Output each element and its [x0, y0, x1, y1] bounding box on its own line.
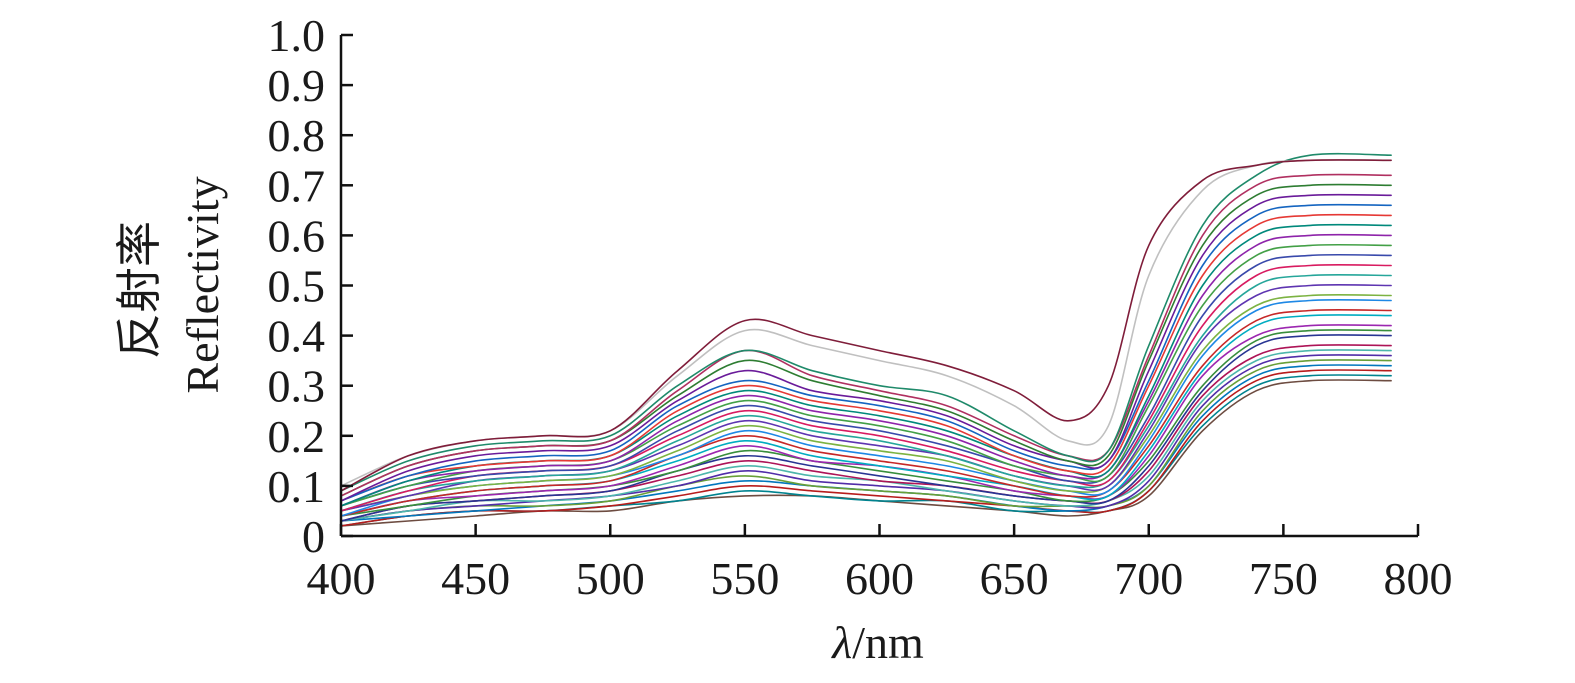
spectral-curve	[340, 243, 1392, 507]
spectral-curve	[340, 159, 1392, 487]
spectral-curve	[340, 173, 1392, 497]
y-tick-label: 0.4	[268, 311, 326, 362]
spectral-curve	[340, 213, 1392, 502]
spectral-curve	[340, 293, 1392, 512]
x-axis-ticks: 400 450 500 550 600 650 700 750 800	[307, 524, 1453, 604]
y-tick-label: 0.6	[268, 210, 326, 261]
x-tick-label: 800	[1384, 553, 1453, 604]
x-tick-label: 600	[845, 553, 914, 604]
y-tick-label: 0.2	[268, 411, 326, 462]
y-tick-label: 1.0	[268, 10, 326, 61]
y-tick-label: 0	[302, 511, 325, 562]
spectral-curve	[340, 273, 1392, 512]
y-tick-label: 0.1	[268, 461, 326, 512]
x-axis-title-unit: /nm	[852, 617, 924, 668]
y-tick-label: 0.7	[268, 160, 326, 211]
y-tick-label: 0.9	[268, 60, 326, 111]
spectral-curve	[340, 369, 1392, 527]
y-tick-label: 0.3	[268, 361, 326, 412]
x-axis-title: λ/nm	[830, 617, 924, 668]
spectral-curve	[340, 334, 1392, 522]
x-tick-label: 550	[710, 553, 779, 604]
spectral-curve	[340, 203, 1392, 502]
x-tick-label: 700	[1114, 553, 1183, 604]
spectral-curve	[340, 193, 1392, 502]
y-tick-label: 0.8	[268, 110, 326, 161]
y-axis-title-cn: 反射率	[114, 221, 165, 359]
y-axis-ticks: 00.10.20.30.40.50.60.70.80.91.0	[268, 10, 353, 562]
x-tick-label: 400	[307, 553, 376, 604]
spectral-curve	[340, 233, 1392, 507]
spectral-curve	[340, 374, 1392, 527]
spectral-curve	[340, 152, 1392, 492]
spectral-curve	[340, 159, 1392, 492]
x-tick-label: 650	[980, 553, 1049, 604]
y-tick-label: 0.5	[268, 261, 326, 312]
spectral-curve	[340, 359, 1392, 522]
spectral-curve	[340, 308, 1392, 517]
x-tick-label: 500	[576, 553, 645, 604]
y-axis-title-en: Reflectivity	[177, 176, 228, 393]
x-tick-label: 450	[441, 553, 510, 604]
spectral-curve	[340, 314, 1392, 517]
spectral-curve	[340, 349, 1392, 522]
x-tick-label: 750	[1249, 553, 1318, 604]
spectral-curves	[340, 152, 1392, 527]
spectral-curve	[340, 324, 1392, 517]
spectral-curve	[340, 253, 1392, 507]
x-axis-title-symbol: λ	[830, 617, 852, 668]
